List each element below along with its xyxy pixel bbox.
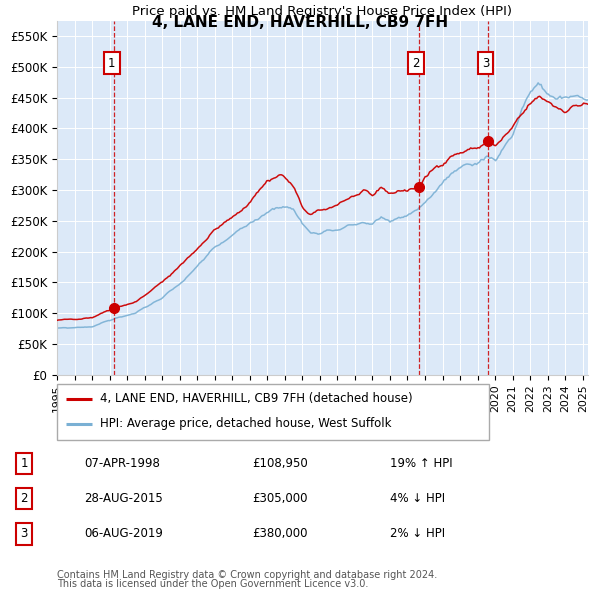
- Text: 4, LANE END, HAVERHILL, CB9 7FH (detached house): 4, LANE END, HAVERHILL, CB9 7FH (detache…: [100, 392, 413, 405]
- Text: 06-AUG-2019: 06-AUG-2019: [84, 527, 163, 540]
- Text: 07-APR-1998: 07-APR-1998: [84, 457, 160, 470]
- Text: 2: 2: [20, 492, 28, 505]
- Text: Contains HM Land Registry data © Crown copyright and database right 2024.: Contains HM Land Registry data © Crown c…: [57, 571, 437, 580]
- Text: 3: 3: [482, 57, 489, 70]
- Text: 1: 1: [108, 57, 115, 70]
- Text: £305,000: £305,000: [252, 492, 308, 505]
- Title: Price paid vs. HM Land Registry's House Price Index (HPI): Price paid vs. HM Land Registry's House …: [133, 5, 512, 18]
- Text: 1: 1: [20, 457, 28, 470]
- FancyBboxPatch shape: [57, 384, 489, 440]
- Text: 2% ↓ HPI: 2% ↓ HPI: [390, 527, 445, 540]
- Text: £108,950: £108,950: [252, 457, 308, 470]
- Text: 2: 2: [413, 57, 420, 70]
- Text: £380,000: £380,000: [252, 527, 308, 540]
- Text: 4, LANE END, HAVERHILL, CB9 7FH: 4, LANE END, HAVERHILL, CB9 7FH: [152, 15, 448, 30]
- Text: 4% ↓ HPI: 4% ↓ HPI: [390, 492, 445, 505]
- Text: HPI: Average price, detached house, West Suffolk: HPI: Average price, detached house, West…: [100, 417, 392, 430]
- Text: This data is licensed under the Open Government Licence v3.0.: This data is licensed under the Open Gov…: [57, 579, 368, 589]
- Text: 19% ↑ HPI: 19% ↑ HPI: [390, 457, 452, 470]
- Text: 28-AUG-2015: 28-AUG-2015: [84, 492, 163, 505]
- Text: 3: 3: [20, 527, 28, 540]
